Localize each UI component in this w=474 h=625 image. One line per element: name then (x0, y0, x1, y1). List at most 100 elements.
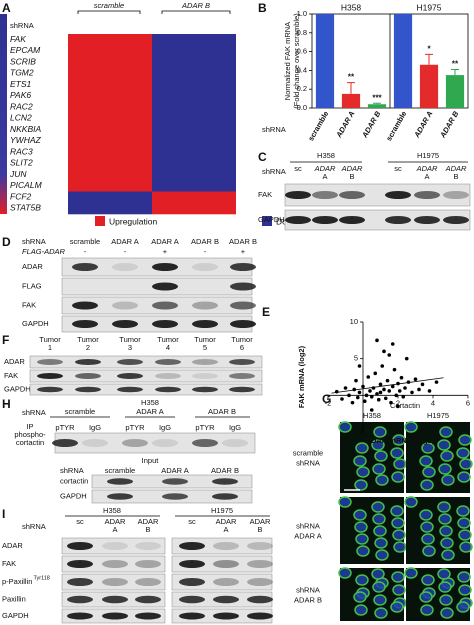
lane-label: 4 (166, 343, 170, 352)
cell (421, 574, 435, 586)
row-label: FAK (4, 371, 18, 380)
point (376, 397, 381, 402)
lane-label: Tumor (119, 335, 141, 344)
lane-label: sc (188, 517, 196, 526)
cell (456, 601, 470, 613)
blot-band (102, 560, 128, 568)
gene-label: LCN2 (10, 113, 32, 123)
blot-band (222, 439, 248, 447)
panel-letter: B (258, 1, 267, 15)
blot-band (285, 191, 311, 199)
cell-line: H1975 (417, 151, 439, 160)
row-label: FAK (22, 300, 36, 309)
group-label: ADAR B (211, 466, 239, 475)
color-strip (0, 14, 7, 214)
blot-band (152, 439, 178, 447)
heatmap-cell (68, 180, 152, 192)
group-label: ADAR A (161, 466, 189, 475)
y-tick-label: 0.4 (297, 65, 307, 74)
x-tick-label: scramble (306, 109, 330, 142)
cell (371, 439, 385, 451)
blot-band (152, 263, 178, 271)
row-label-sup: Tyr118 (33, 575, 49, 581)
bar (367, 104, 387, 108)
flag-sign: + (241, 247, 246, 256)
error-bar (425, 53, 433, 65)
point (396, 404, 400, 409)
lane-label: 5 (203, 343, 207, 352)
blot-band (72, 301, 98, 310)
x-tick-label: ADAR B (360, 109, 383, 140)
cell (353, 455, 367, 467)
cell (458, 529, 472, 541)
blot-band (213, 578, 239, 586)
ip-label: IP (26, 422, 33, 431)
cell (440, 450, 454, 462)
lane-label: ADAR (138, 517, 159, 526)
cell (374, 450, 388, 462)
cell (353, 591, 367, 603)
lane-label: 3 (128, 343, 132, 352)
panel-letter: E (262, 305, 270, 319)
blot-band (212, 493, 238, 500)
panel-letter: I (2, 507, 5, 521)
input-label: Input (142, 456, 160, 465)
blot-band (339, 191, 365, 199)
heatmap-cell (152, 67, 236, 80)
point (387, 389, 392, 393)
blot-band (135, 595, 161, 604)
gene-label: SLIT2 (10, 158, 33, 168)
blot-band (67, 578, 93, 586)
cell (421, 533, 435, 545)
lane-label: ADAR (314, 164, 336, 173)
bar (393, 14, 413, 108)
cell (338, 421, 352, 433)
gene-label: PAK6 (10, 90, 31, 100)
point (340, 397, 344, 401)
cell (437, 568, 451, 580)
cell (372, 463, 386, 475)
cell (390, 601, 404, 613)
panel-letter: C (258, 150, 267, 164)
cell (419, 591, 433, 603)
blot (171, 555, 273, 573)
cell (390, 447, 404, 459)
point (390, 342, 395, 346)
error-bar (347, 82, 355, 94)
heatmap-cell (68, 67, 152, 80)
gene-label: EPCAM (10, 45, 41, 55)
blot-band (229, 386, 255, 393)
heatmap-cell (152, 135, 236, 147)
heatmap-cell (152, 56, 236, 69)
gene-label: YWHAZ (10, 135, 42, 145)
heatmap-cell (68, 135, 152, 147)
cell (354, 604, 368, 616)
legend-swatch (95, 216, 105, 226)
blot-band (229, 359, 255, 365)
lane-label: ADAR (445, 164, 467, 173)
point (378, 382, 383, 387)
ip-label: phospho- (14, 430, 46, 439)
lane-label: IgG (89, 423, 101, 432)
gene-label: RAC3 (10, 146, 33, 156)
heatmap-cell (68, 146, 152, 159)
blot-band (135, 542, 161, 550)
blot-band (37, 359, 63, 365)
bar (315, 14, 335, 108)
lane-label: ADAR (341, 164, 363, 173)
y-axis-label: (Fold change over scramble) (292, 13, 301, 109)
flag-sign: - (84, 247, 87, 256)
cell (371, 568, 385, 580)
row-label: ADAR (22, 262, 43, 271)
lane-label: ADAR A (111, 237, 139, 246)
point (413, 377, 418, 382)
cell (393, 458, 407, 470)
cell (420, 604, 434, 616)
lane-label: A (322, 172, 327, 181)
blot-band (67, 542, 93, 550)
cell (459, 541, 473, 553)
row-label: FLAG (22, 281, 42, 290)
cell (459, 458, 473, 470)
lane-label: ADAR (105, 517, 126, 526)
ip-label: cortactin (16, 438, 44, 447)
